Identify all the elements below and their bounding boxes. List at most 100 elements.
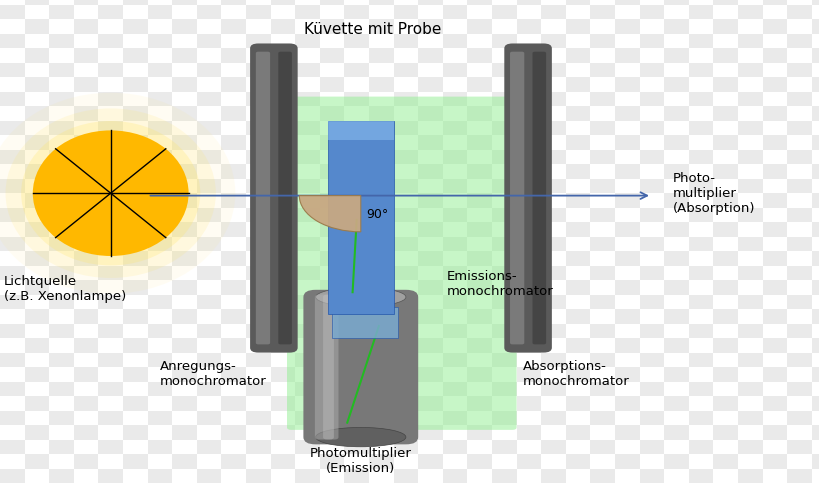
Bar: [295, 34, 319, 48]
Bar: [713, 454, 737, 469]
Bar: [246, 150, 270, 164]
Bar: [221, 222, 246, 237]
Bar: [565, 48, 590, 63]
Bar: [0, 179, 25, 193]
Bar: [639, 295, 663, 309]
Bar: [197, 295, 221, 309]
Bar: [123, 222, 147, 237]
Bar: [491, 92, 516, 106]
Text: Küvette mit Probe: Küvette mit Probe: [304, 22, 441, 37]
Ellipse shape: [33, 130, 188, 256]
Bar: [123, 193, 147, 208]
Bar: [762, 77, 786, 92]
Bar: [74, 193, 98, 208]
Bar: [786, 411, 811, 425]
Bar: [565, 338, 590, 353]
Bar: [713, 164, 737, 179]
Bar: [74, 19, 98, 34]
Bar: [147, 295, 172, 309]
Bar: [442, 382, 467, 396]
Bar: [516, 106, 541, 121]
Bar: [246, 411, 270, 425]
Bar: [98, 63, 123, 77]
Bar: [786, 353, 811, 367]
Bar: [393, 382, 418, 396]
Bar: [737, 121, 762, 135]
Bar: [811, 338, 819, 353]
Bar: [25, 309, 49, 324]
Bar: [344, 63, 369, 77]
Bar: [172, 280, 197, 295]
Bar: [467, 396, 491, 411]
Bar: [442, 295, 467, 309]
Bar: [565, 309, 590, 324]
Bar: [0, 469, 25, 483]
Bar: [467, 193, 491, 208]
Bar: [762, 0, 786, 5]
Bar: [49, 63, 74, 77]
Bar: [663, 222, 688, 237]
Bar: [737, 150, 762, 164]
Bar: [688, 411, 713, 425]
Bar: [221, 0, 246, 5]
Bar: [418, 164, 442, 179]
Bar: [49, 411, 74, 425]
Bar: [344, 34, 369, 48]
Bar: [762, 338, 786, 353]
Bar: [811, 222, 819, 237]
Bar: [98, 266, 123, 280]
Bar: [295, 295, 319, 309]
Bar: [418, 251, 442, 266]
Bar: [614, 164, 639, 179]
Bar: [74, 338, 98, 353]
Bar: [25, 77, 49, 92]
Bar: [221, 48, 246, 63]
Bar: [0, 34, 25, 48]
Bar: [172, 367, 197, 382]
Bar: [442, 324, 467, 338]
Bar: [369, 280, 393, 295]
Bar: [25, 106, 49, 121]
Bar: [328, 121, 393, 314]
Bar: [147, 63, 172, 77]
Bar: [639, 208, 663, 222]
Bar: [688, 382, 713, 396]
Bar: [418, 280, 442, 295]
Bar: [0, 5, 25, 19]
Bar: [541, 411, 565, 425]
Bar: [762, 193, 786, 208]
Bar: [614, 280, 639, 295]
Bar: [713, 222, 737, 237]
Bar: [541, 382, 565, 396]
Bar: [25, 454, 49, 469]
Bar: [0, 324, 25, 338]
Bar: [762, 425, 786, 440]
Bar: [123, 425, 147, 440]
Bar: [393, 5, 418, 19]
Bar: [98, 440, 123, 454]
Bar: [786, 266, 811, 280]
Bar: [295, 150, 319, 164]
Bar: [762, 367, 786, 382]
Bar: [221, 367, 246, 382]
Bar: [0, 440, 25, 454]
Bar: [541, 266, 565, 280]
Bar: [98, 237, 123, 251]
Bar: [123, 164, 147, 179]
Ellipse shape: [21, 121, 200, 266]
Bar: [0, 92, 25, 106]
Bar: [270, 280, 295, 295]
Bar: [467, 0, 491, 5]
Bar: [614, 106, 639, 121]
Bar: [295, 353, 319, 367]
Bar: [246, 5, 270, 19]
Bar: [344, 237, 369, 251]
Bar: [565, 135, 590, 150]
Bar: [123, 48, 147, 63]
Bar: [197, 5, 221, 19]
Bar: [491, 121, 516, 135]
Bar: [172, 164, 197, 179]
Bar: [221, 280, 246, 295]
Bar: [393, 295, 418, 309]
Bar: [123, 0, 147, 5]
